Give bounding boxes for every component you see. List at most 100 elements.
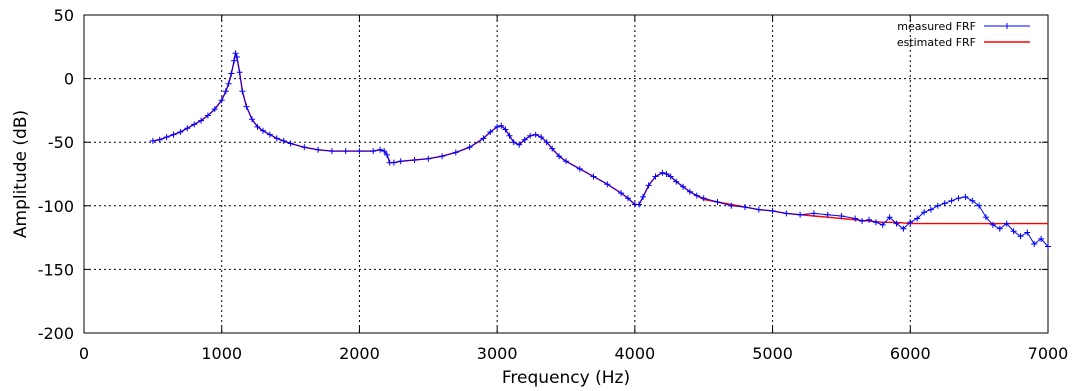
data-point-marker (797, 211, 804, 218)
x-tick-label: 1000 (201, 344, 242, 363)
data-point-marker (859, 218, 866, 225)
data-point-marker (576, 165, 583, 172)
data-point-marker (1031, 241, 1038, 247)
data-point-marker (962, 193, 969, 200)
data-point-marker (233, 54, 240, 60)
data-point-marker (824, 211, 831, 218)
data-point-marker (1003, 220, 1010, 227)
data-point-marker (397, 158, 404, 165)
data-point-marker (225, 80, 232, 87)
data-point-marker (502, 126, 509, 133)
data-point-marker (549, 145, 556, 152)
data-point-marker (769, 207, 776, 214)
data-point-marker (411, 157, 418, 163)
x-tick-label: 5000 (752, 344, 793, 363)
data-point-marker (425, 155, 432, 162)
data-point-marker (260, 127, 266, 134)
data-point-marker (872, 219, 879, 226)
legend-label-measured: measured FRF (897, 20, 976, 33)
data-point-marker (280, 137, 287, 144)
data-point-marker (510, 139, 517, 146)
data-point-marker (879, 221, 886, 228)
data-point-marker (532, 131, 539, 138)
data-point-marker (487, 129, 494, 135)
data-point-marker (636, 201, 642, 208)
data-point-marker (838, 213, 845, 219)
data-point-marker (191, 121, 198, 128)
data-point-marker (934, 202, 941, 209)
data-point-marker (439, 153, 446, 160)
data-point-marker (466, 144, 473, 151)
legend: measured FRF estimated FRF (897, 20, 1030, 49)
data-point-marker (156, 136, 163, 143)
data-point-marker (852, 215, 859, 222)
x-tick-label: 3000 (477, 344, 518, 363)
data-point-marker (315, 146, 322, 153)
data-point-marker (652, 173, 659, 180)
data-point-marker (645, 182, 652, 189)
x-tick-label: 0 (79, 344, 89, 363)
data-point-marker (742, 204, 748, 211)
data-point-marker (755, 206, 762, 213)
data-point-marker (673, 178, 680, 185)
data-point-marker (604, 181, 611, 188)
data-point-marker (941, 200, 948, 207)
data-point-marker (907, 219, 914, 226)
data-point-marker (538, 134, 545, 141)
data-point-marker (969, 197, 976, 204)
data-point-marker (370, 148, 377, 155)
data-point-marker (163, 134, 170, 141)
data-point-marker (563, 158, 569, 165)
data-point-marker (948, 197, 955, 204)
data-point-marker (381, 148, 388, 155)
data-point-marker (618, 190, 625, 197)
data-point-marker (211, 106, 218, 113)
data-point-marker (900, 225, 907, 232)
y-tick-label: -200 (38, 324, 74, 343)
data-point-marker (377, 146, 384, 153)
x-tick-label: 4000 (614, 344, 655, 363)
data-point-marker (1024, 229, 1031, 236)
y-tick-label: -100 (38, 197, 74, 216)
y-tick-label: 0 (64, 70, 74, 89)
data-point-marker (149, 137, 156, 144)
data-point-marker (667, 173, 674, 180)
series-measured-frf (149, 50, 1051, 250)
x-tick-label: 7000 (1028, 344, 1069, 363)
data-point-marker (494, 123, 501, 130)
data-point-marker (243, 103, 250, 110)
data-point-marker (680, 183, 687, 190)
data-point-marker (218, 97, 225, 104)
data-point-marker (693, 192, 700, 199)
data-point-marker (232, 50, 239, 57)
plot-area (83, 14, 1049, 334)
data-point-marker (914, 215, 921, 222)
data-point-marker (222, 88, 229, 95)
data-point-marker (590, 173, 597, 180)
data-point-marker (170, 131, 177, 138)
data-point-marker (266, 131, 273, 138)
data-point-marker (521, 136, 528, 143)
data-point-marker (384, 151, 390, 158)
data-point-marker (1017, 233, 1024, 240)
data-point-marker (893, 220, 900, 227)
legend-marker-measured (1004, 23, 1010, 29)
data-point-marker (198, 117, 205, 124)
data-point-marker (273, 135, 280, 142)
data-point-marker (640, 193, 647, 200)
data-point-marker (810, 210, 817, 217)
grid-lines (84, 15, 1048, 333)
data-point-marker (342, 148, 349, 155)
x-tick-label: 2000 (339, 344, 380, 363)
data-point-marker (301, 144, 308, 151)
data-point-marker (989, 221, 996, 228)
y-tick-label: -50 (48, 133, 74, 152)
x-tick-label: 6000 (890, 344, 931, 363)
data-point-marker (700, 195, 707, 202)
data-point-marker (1045, 243, 1051, 250)
data-point-marker (452, 149, 459, 156)
x-axis-title: Frequency (Hz) (502, 368, 630, 388)
data-point-marker (866, 216, 872, 223)
series-layer (149, 50, 1051, 250)
